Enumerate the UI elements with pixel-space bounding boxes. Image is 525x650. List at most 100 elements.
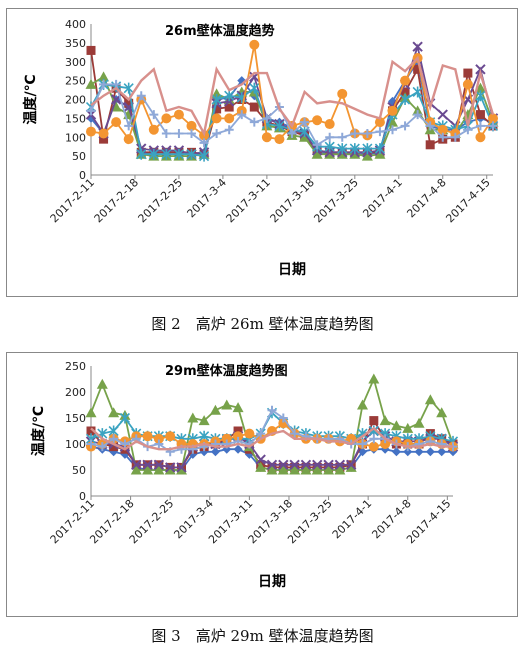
series-1-point <box>109 447 119 457</box>
series-3-point <box>323 464 335 475</box>
series-8 <box>90 426 453 451</box>
series-3-point <box>85 78 97 89</box>
y-tick-label: 100 <box>65 438 86 451</box>
series-1-point <box>403 447 413 457</box>
y-tick-label: 50 <box>72 150 86 163</box>
x-tick-label: 2017-3-25 <box>311 176 360 225</box>
series-7-point <box>325 132 335 142</box>
series-6-point <box>462 79 473 90</box>
series-2-point <box>413 64 423 74</box>
series-5-point <box>173 148 185 160</box>
y-tick-label: 200 <box>65 94 86 107</box>
x-tick-label: 2017-3-18 <box>268 176 317 225</box>
series-4-point <box>266 459 278 471</box>
series-4-point <box>412 41 423 52</box>
series-7-point <box>312 140 322 150</box>
y-tick-label: 150 <box>65 112 86 125</box>
series-2-point <box>249 102 259 112</box>
series-8-line <box>90 55 495 137</box>
x-tick-label: 2017-2-18 <box>92 176 141 225</box>
series-2-point <box>224 102 234 112</box>
series-3-point <box>187 412 199 423</box>
series-7-point <box>124 121 134 131</box>
series-2-point <box>425 140 435 150</box>
series-6-point <box>186 120 197 131</box>
series-6-point <box>368 441 379 452</box>
series-7-point <box>120 439 130 449</box>
series-6-point <box>153 433 164 444</box>
series-3-point <box>277 464 289 475</box>
series-3-point <box>361 150 373 161</box>
series-7-point <box>375 127 385 137</box>
series-5-point <box>136 148 147 160</box>
series-1-point <box>188 449 198 459</box>
series-7-point <box>149 110 159 120</box>
series-1-point <box>391 447 401 457</box>
y-tick-label: 0 <box>79 169 86 182</box>
series-2-point <box>233 426 243 436</box>
series-7-point <box>413 110 423 120</box>
series-4-point <box>142 459 153 471</box>
series-7-point <box>369 434 379 444</box>
series-3-point <box>164 464 176 475</box>
series-6-point <box>337 88 348 99</box>
series-7-point <box>388 125 397 135</box>
series-7-point <box>262 113 272 123</box>
series-4-point <box>334 459 346 471</box>
series-6-point <box>261 132 272 143</box>
series-3 <box>85 373 459 475</box>
series-5-point <box>161 148 172 160</box>
y-tick-label: 100 <box>65 131 86 144</box>
series-2-point <box>212 104 222 114</box>
series-7-point <box>290 429 300 439</box>
y-tick-label: 50 <box>72 464 86 477</box>
series-7-point <box>425 121 435 131</box>
series-1-point <box>425 447 435 457</box>
x-tick-label: 2017-4-8 <box>404 176 449 221</box>
series-5-point <box>119 412 131 424</box>
series-3-point <box>153 464 165 475</box>
series-3-point <box>424 394 436 405</box>
series-5-point <box>198 150 210 162</box>
series-7-point <box>237 110 247 120</box>
series-7 <box>86 79 498 150</box>
series-6-point <box>111 117 122 128</box>
series-6-point <box>165 431 176 442</box>
series-3-point <box>98 71 110 82</box>
chart-26m-svg: 0501001502002503003504002017-2-112017-2-… <box>22 18 499 278</box>
x-tick-label: 2017-4-15 <box>443 176 492 225</box>
series-3-point <box>176 464 187 475</box>
series-4-point <box>153 459 165 471</box>
series-6-point <box>123 134 134 145</box>
series-3-point <box>300 464 312 475</box>
series-3-point <box>255 461 267 472</box>
series-3-point <box>474 82 486 93</box>
series-6-point <box>173 109 184 120</box>
series-5-point <box>211 94 222 105</box>
series-7-point <box>438 132 448 142</box>
series-7-point <box>300 117 310 127</box>
series-7-point <box>475 121 485 131</box>
series-2-point <box>86 45 96 55</box>
series-3-point <box>311 464 323 475</box>
series-1-point <box>437 447 447 457</box>
series-6-point <box>324 119 335 130</box>
series-6-point <box>274 134 285 145</box>
series-6-point <box>211 113 222 124</box>
series-7-point <box>97 442 107 452</box>
series-5-point <box>123 82 134 94</box>
y-tick-label: 250 <box>65 360 86 373</box>
series-7-point <box>337 132 347 142</box>
series-7-point <box>199 138 209 148</box>
series-1-point <box>244 449 254 459</box>
series-3-point <box>85 407 97 418</box>
series-6-point <box>233 431 244 442</box>
series-7-point <box>358 439 367 449</box>
series-2-point <box>109 442 119 452</box>
series-3-point <box>96 378 108 389</box>
series-6-point <box>86 126 96 137</box>
series-7-point <box>450 132 460 142</box>
series-3-point <box>390 420 402 431</box>
series-6-point <box>374 117 385 128</box>
series-1-point <box>210 447 220 457</box>
